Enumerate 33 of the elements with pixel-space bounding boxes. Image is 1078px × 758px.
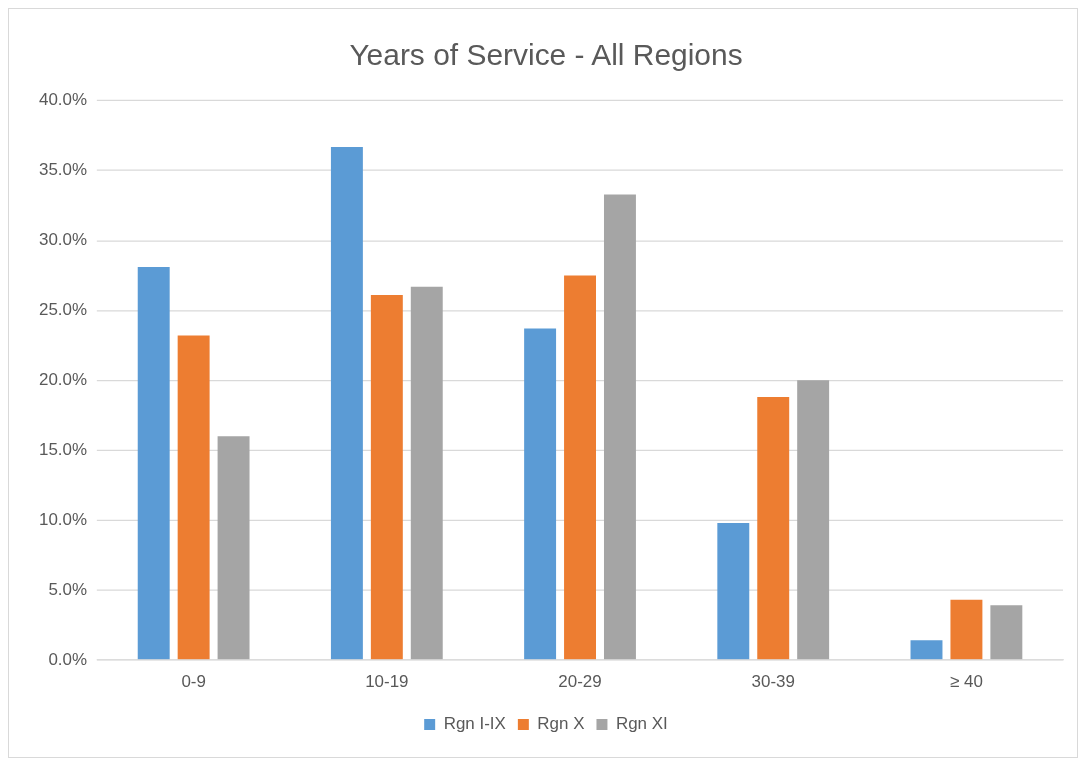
bar <box>370 295 403 660</box>
bar <box>217 436 250 660</box>
legend-label: Rgn XI <box>615 714 668 734</box>
y-tick-label: 25.0% <box>38 300 88 320</box>
x-tick-label: ≥ 40 <box>949 671 983 691</box>
x-tick-label: 20-29 <box>558 671 602 691</box>
bar <box>564 275 596 660</box>
y-tick-label: 15.0% <box>38 439 88 459</box>
bar <box>797 380 830 660</box>
bar <box>757 397 790 660</box>
y-tick-label: 5.0% <box>48 579 88 599</box>
bar <box>330 146 363 660</box>
chart-title: Years of Service - All Regions <box>349 38 743 72</box>
bar <box>410 286 443 660</box>
x-tick-label: 10-19 <box>365 671 409 691</box>
x-tick-label: 0-9 <box>181 671 206 691</box>
bar <box>717 522 750 660</box>
bar <box>910 640 943 660</box>
bar <box>603 194 636 660</box>
bar <box>990 605 1023 660</box>
y-tick-label: 40.0% <box>38 90 88 110</box>
bar <box>524 328 557 660</box>
legend-label: Rgn I-IX <box>443 714 506 734</box>
y-tick-label: 35.0% <box>38 160 88 180</box>
y-tick-label: 10.0% <box>38 509 88 529</box>
y-tick-label: 0.0% <box>48 649 88 669</box>
bar <box>950 599 983 660</box>
bar <box>137 267 170 660</box>
bar <box>177 335 210 660</box>
y-tick-label: 20.0% <box>38 369 88 389</box>
legend-label: Rgn X <box>537 714 585 734</box>
y-tick-label: 30.0% <box>38 230 88 250</box>
x-tick-label: 30-39 <box>751 671 795 691</box>
